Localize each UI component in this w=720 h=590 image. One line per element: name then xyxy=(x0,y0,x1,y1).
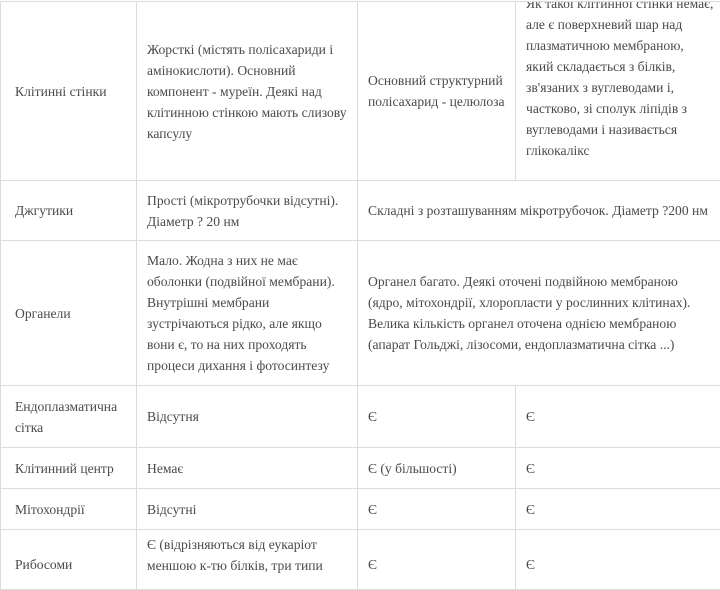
table-row: Клітинні стінки Жорсткі (містять полісах… xyxy=(1,2,720,181)
plant-cell: Основний структурний полісахарид - целюл… xyxy=(358,2,516,181)
row-label: Рибосоми xyxy=(1,530,137,590)
row-label: Клітинний центр xyxy=(1,448,137,489)
prokaryote-cell: Відсутня xyxy=(137,386,358,448)
prokaryote-cell: Мало. Жодна з них не має оболонки (подві… xyxy=(137,241,358,386)
table-row: Рибосоми Є (відрізняються від еукаріот м… xyxy=(1,530,720,590)
table-row: Органели Мало. Жодна з них не має оболон… xyxy=(1,241,720,386)
animal-cell: Є xyxy=(516,530,720,590)
table-row: Джгутики Прості (мікротрубочки відсутні)… xyxy=(1,181,720,241)
plant-cell: Є (у більшості) xyxy=(358,448,516,489)
plant-cell: Є xyxy=(358,530,516,590)
prokaryote-cell: Є (відрізняються від еукаріот меншою к-т… xyxy=(137,530,358,590)
prokaryote-cell: Відсутні xyxy=(137,489,358,530)
table-row: Мітохондрії Відсутні Є Є xyxy=(1,489,720,530)
eukaryote-cell: Складні з розташуванням мікротрубочок. Д… xyxy=(358,181,720,241)
animal-cell-text: Як такої клітинної стінки немає, але є п… xyxy=(526,2,714,162)
plant-cell: Є xyxy=(358,386,516,448)
eukaryote-cell: Органел багато. Деякі оточені подвійною … xyxy=(358,241,720,386)
prokaryote-cell: Жорсткі (містять полісахариди і амінокис… xyxy=(137,2,358,181)
table-row: Ендоплазматична сітка Відсутня Є Є xyxy=(1,386,720,448)
row-label: Клітинні стінки xyxy=(1,2,137,181)
prokaryote-cell: Немає xyxy=(137,448,358,489)
row-label: Органели xyxy=(1,241,137,386)
row-label: Ендоплазматична сітка xyxy=(1,386,137,448)
animal-cell: Є xyxy=(516,386,720,448)
animal-cell: Є xyxy=(516,489,720,530)
table-row: Клітинний центр Немає Є (у більшості) Є xyxy=(1,448,720,489)
row-label: Джгутики xyxy=(1,181,137,241)
animal-cell: Як такої клітинної стінки немає, але є п… xyxy=(516,2,720,181)
prokaryote-cell: Прості (мікротрубочки відсутні). Діаметр… xyxy=(137,181,358,241)
animal-cell: Є xyxy=(516,448,720,489)
row-label: Мітохондрії xyxy=(1,489,137,530)
plant-cell: Є xyxy=(358,489,516,530)
